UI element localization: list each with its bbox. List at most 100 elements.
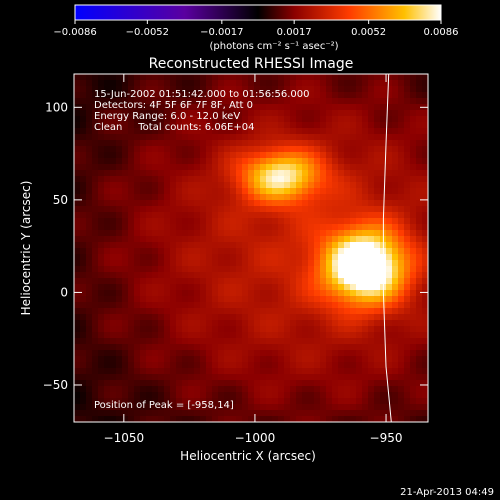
heatmap-cell — [194, 326, 201, 333]
heatmap-cell — [188, 200, 195, 207]
heatmap-cell — [176, 272, 183, 279]
heatmap-cell — [272, 236, 279, 243]
heatmap-cell — [356, 272, 363, 279]
heatmap-cell — [212, 98, 219, 105]
heatmap-cell — [368, 380, 375, 387]
heatmap-cell — [236, 236, 243, 243]
heatmap-cell — [218, 152, 225, 159]
heatmap-cell — [290, 176, 297, 183]
heatmap-cell — [74, 368, 81, 375]
heatmap-cell — [272, 128, 279, 135]
heatmap-cell — [422, 152, 428, 159]
heatmap-cell — [368, 188, 375, 195]
heatmap-cell — [422, 110, 428, 117]
heatmap-cell — [140, 80, 147, 87]
heatmap-cell — [380, 122, 387, 129]
heatmap-cell — [224, 170, 231, 177]
heatmap-cell — [410, 224, 417, 231]
heatmap-cell — [422, 410, 428, 417]
heatmap-cell — [92, 254, 99, 261]
plot-frame — [73, 73, 429, 423]
heatmap-cell — [188, 320, 195, 327]
heatmap-cell — [86, 200, 93, 207]
heatmap-cell — [374, 230, 381, 237]
heatmap-cell — [272, 302, 279, 309]
heatmap-cell — [182, 404, 189, 411]
heatmap-cell — [314, 86, 321, 93]
heatmap-cell — [422, 80, 428, 87]
heatmap-cell — [302, 92, 309, 99]
heatmap-cell — [110, 98, 117, 105]
heatmap-cell — [362, 368, 369, 375]
heatmap-cell — [188, 254, 195, 261]
heatmap-cell — [374, 242, 381, 249]
heatmap-cell — [410, 320, 417, 327]
heatmap-cell — [392, 362, 399, 369]
heatmap-cell — [338, 398, 345, 405]
heatmap-cell — [92, 98, 99, 105]
heatmap-cell — [398, 332, 405, 339]
heatmap-cell — [218, 260, 225, 267]
heatmap-cell — [320, 242, 327, 249]
heatmap-cell — [200, 392, 207, 399]
heatmap-cell — [344, 98, 351, 105]
heatmap-cell — [158, 98, 165, 105]
heatmap-cell — [308, 278, 315, 285]
heatmap-cell — [278, 380, 285, 387]
heatmap-cell — [284, 350, 291, 357]
heatmap-cell — [86, 122, 93, 129]
heatmap-cell — [332, 344, 339, 351]
heatmap-cell — [236, 272, 243, 279]
heatmap-cell — [86, 296, 93, 303]
heatmap-cell — [332, 182, 339, 189]
heatmap-cell — [278, 392, 285, 399]
heatmap-cell — [248, 404, 255, 411]
heatmap-cell — [182, 206, 189, 213]
heatmap-cell — [224, 86, 231, 93]
heatmap-cell — [146, 380, 153, 387]
heatmap-cell — [356, 200, 363, 207]
heatmap-cell — [212, 254, 219, 261]
heatmap-cell — [290, 314, 297, 321]
heatmap-cell — [248, 278, 255, 285]
heatmap-cell — [284, 254, 291, 261]
heatmap-cell — [254, 338, 261, 345]
heatmap-cell — [284, 80, 291, 87]
heatmap-cell — [80, 86, 87, 93]
heatmap-cell — [284, 380, 291, 387]
heatmap-cell — [290, 104, 297, 111]
heatmap-cell — [116, 242, 123, 249]
heatmap-cell — [302, 410, 309, 417]
heatmap-cell — [110, 206, 117, 213]
heatmap-cell — [290, 164, 297, 171]
heatmap-cell — [212, 134, 219, 141]
heatmap-cell — [386, 194, 393, 201]
heatmap-cell — [224, 278, 231, 285]
heatmap-cell — [98, 314, 105, 321]
heatmap-cell — [338, 164, 345, 171]
heatmap-cell — [98, 380, 105, 387]
heatmap-cell — [104, 374, 111, 381]
heatmap-cell — [152, 320, 159, 327]
heatmap-cell — [158, 374, 165, 381]
heatmap-cell — [254, 302, 261, 309]
heatmap-cell — [182, 176, 189, 183]
heatmap-cell — [104, 416, 111, 422]
heatmap-cell — [320, 110, 327, 117]
heatmap-cell — [74, 164, 81, 171]
heatmap-cell — [164, 392, 171, 399]
heatmap-cell — [200, 374, 207, 381]
heatmap-cell — [308, 308, 315, 315]
heatmap-cell — [296, 296, 303, 303]
heatmap-cell — [236, 218, 243, 225]
heatmap-cell — [122, 392, 129, 399]
heatmap-cell — [254, 200, 261, 207]
heatmap-cell — [224, 188, 231, 195]
heatmap-cell — [332, 368, 339, 375]
heatmap-cell — [350, 272, 357, 279]
heatmap-cell — [110, 122, 117, 129]
heatmap-cell — [176, 218, 183, 225]
heatmap-cell — [296, 314, 303, 321]
heatmap-cell — [356, 410, 363, 417]
heatmap-cell — [368, 242, 375, 249]
